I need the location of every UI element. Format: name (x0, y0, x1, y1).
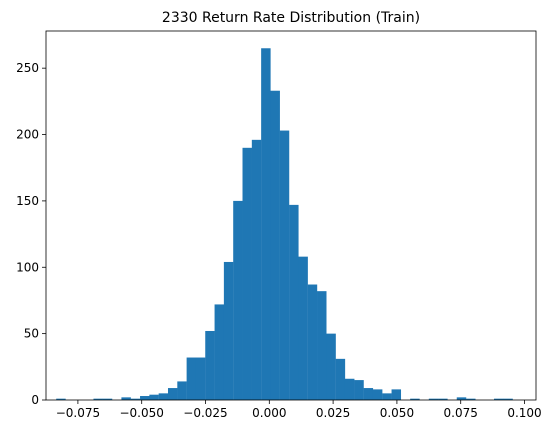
x-tick-label: 0.025 (316, 406, 350, 420)
x-tick-label: 0.100 (507, 406, 541, 420)
histogram-bar (317, 291, 327, 400)
histogram-bar (428, 398, 439, 400)
x-tick-label: −0.025 (183, 406, 227, 420)
x-axis-ticks: −0.075 −0.050 −0.025 0.000 0.025 0.050 0.075 0.… (56, 400, 542, 420)
histogram-bar (177, 381, 187, 400)
histogram-bar (167, 388, 178, 400)
histogram-bar (391, 389, 402, 400)
histogram-bar (195, 357, 206, 400)
x-tick-label: 0.000 (252, 406, 286, 420)
bars-group (56, 48, 513, 401)
histogram-bar (205, 330, 215, 400)
chart-title: 2330 Return Rate Distribution (Train) (162, 10, 420, 26)
histogram-bar (233, 200, 243, 400)
histogram-bar (261, 48, 271, 400)
histogram-bar (503, 398, 513, 400)
y-tick-label: 50 (24, 327, 39, 341)
histogram-bar (438, 398, 448, 400)
histogram-bar (307, 284, 318, 400)
histogram-bar (289, 204, 299, 400)
x-tick-label: −0.050 (119, 406, 163, 420)
histogram-bar (149, 394, 159, 400)
histogram-bar (279, 130, 290, 401)
histogram-bar (242, 147, 252, 400)
y-tick-label: 100 (16, 260, 39, 274)
x-tick-label: −0.075 (56, 406, 100, 420)
histogram-bar (186, 357, 197, 400)
histogram-bar (354, 380, 364, 400)
histogram-bar (93, 398, 103, 400)
histogram-bar (251, 139, 262, 400)
y-tick-label: 0 (31, 393, 39, 407)
histogram-bar (372, 389, 383, 400)
histogram-bar (456, 397, 467, 400)
y-axis-ticks: 0 50 100 150 200 250 (16, 61, 46, 407)
histogram-bar (344, 378, 355, 400)
histogram-bar (270, 90, 280, 400)
histogram-bar (140, 396, 150, 400)
y-tick-label: 150 (16, 194, 39, 208)
histogram-bar (326, 333, 336, 400)
histogram-bar (494, 398, 504, 400)
histogram-bar (223, 261, 234, 400)
histogram-bar (102, 398, 113, 400)
plot-frame (45, 30, 537, 401)
x-tick-label: 0.075 (444, 406, 478, 420)
histogram-bar (382, 393, 392, 400)
histogram-bar (130, 398, 141, 400)
histogram-bar (410, 398, 420, 400)
histogram-bar (335, 358, 346, 400)
histogram-bar (158, 393, 169, 400)
y-tick-label: 250 (16, 61, 39, 75)
histogram-bar (466, 398, 476, 400)
histogram-bar (363, 388, 374, 400)
histogram-bar (56, 398, 66, 400)
y-tick-label: 200 (16, 128, 39, 142)
histogram-bar (121, 397, 131, 400)
x-tick-label: 0.050 (380, 406, 414, 420)
histogram-bar (298, 256, 308, 400)
histogram-bar (214, 304, 225, 400)
